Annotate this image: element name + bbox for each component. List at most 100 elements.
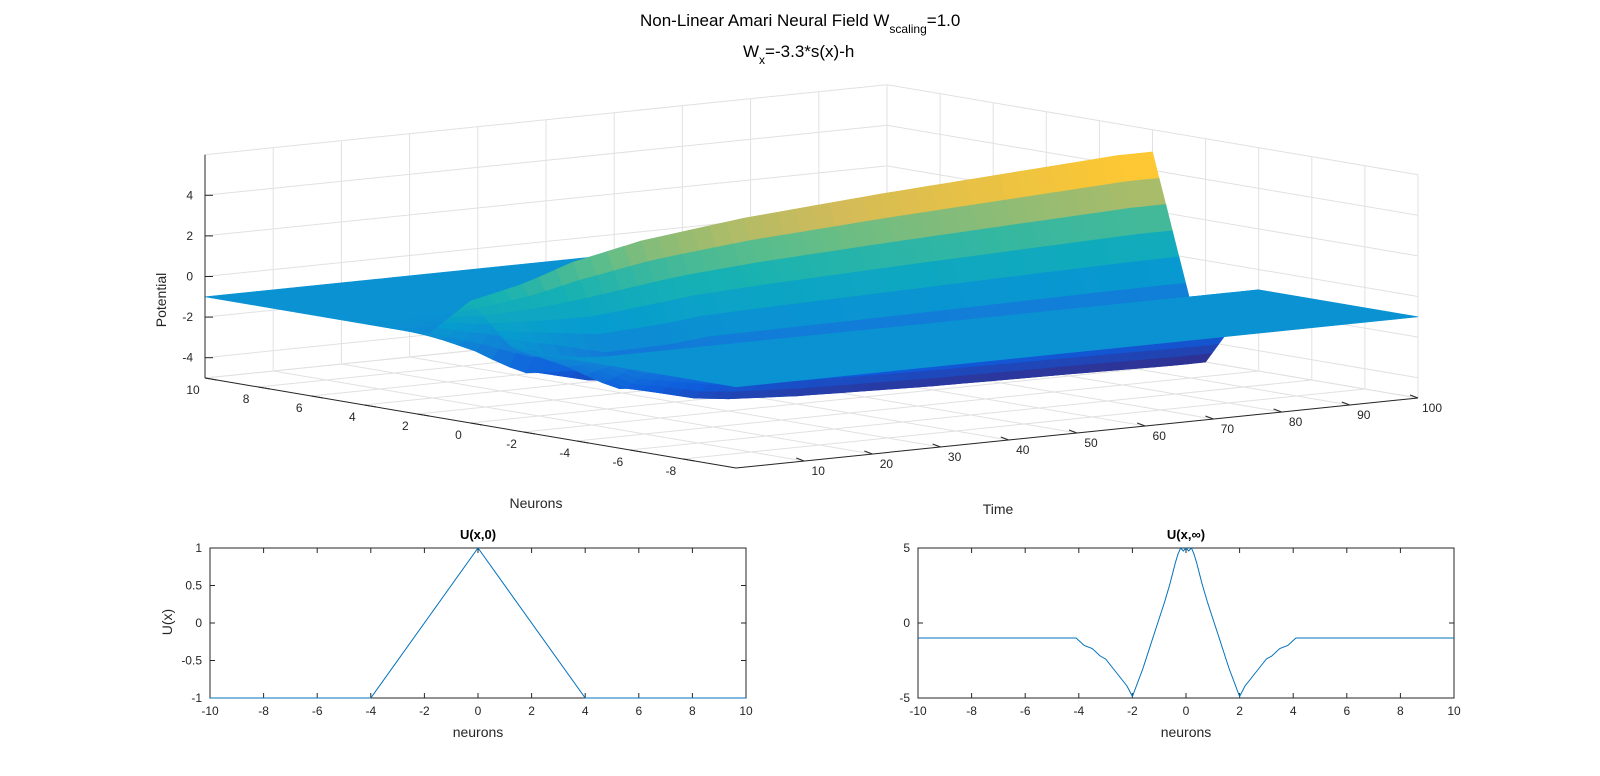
steady-state-profile-series-line: [918, 547, 1454, 698]
neuron-tick: [523, 431, 536, 435]
initial-profile-x-tick-label: -8: [258, 704, 269, 718]
neuron-tick-label: -6: [612, 455, 623, 469]
grid-line: [576, 370, 1259, 442]
initial-profile-x-tick-label: -4: [365, 704, 376, 718]
neuron-tick-label: 2: [402, 419, 409, 433]
neuron-tick: [417, 413, 430, 417]
initial-profile-x-tick-label: -6: [312, 704, 323, 718]
neuron-tick-label: 4: [349, 410, 356, 424]
time-tick: [1409, 394, 1419, 399]
time-tick-label: 20: [880, 457, 894, 471]
initial-profile-x-tick-label: -2: [419, 704, 430, 718]
initial-profile-x-tick-label: 6: [635, 704, 642, 718]
grid-line: [523, 361, 1206, 433]
steady-state-profile-y-tick-label: 5: [903, 541, 910, 555]
neuron-tick-label: -4: [559, 446, 570, 460]
surface-y-axis-label: Neurons: [510, 495, 563, 511]
initial-profile-series-line: [210, 547, 746, 699]
initial-profile-y-label: U(x): [159, 609, 175, 635]
surface-mesh: [204, 151, 1419, 400]
steady-state-profile-x-tick-label: -4: [1073, 704, 1084, 718]
initial-profile-y-tick-label: -0.5: [181, 654, 202, 668]
neuron-tick-label: 10: [186, 383, 200, 397]
initial-profile-x-tick-label: -10: [201, 704, 219, 718]
potential-tick-label: -2: [182, 310, 193, 324]
steady-state-profile-x-tick-label: 10: [1447, 704, 1461, 718]
initial-profile-plot: U(x,0) U(x) neurons -10 -8 -6 -4 -2 0 2 4 6 8 10 -1…: [159, 527, 753, 740]
surface-z-axis-label: Potential: [153, 273, 169, 327]
grid-line: [629, 379, 1312, 451]
initial-profile-axes-box: [209, 547, 747, 699]
surface-tick-labels: 10 20 30 40 50 60 70 80 90 100-8-6-4-20246810-4-2…: [182, 188, 1442, 478]
steady-state-profile-plot: U(x,∞) neurons -10 -8 -6 -4 -2 0 2 4 6 8 10 -5 0 5: [899, 527, 1461, 740]
steady-state-profile-axes-box: [917, 547, 1455, 699]
neuron-tick-label: 8: [243, 392, 250, 406]
time-tick: [796, 457, 805, 462]
grid-line: [204, 84, 1419, 176]
neuron-tick: [204, 377, 218, 381]
potential-tick-label: 2: [186, 229, 193, 243]
steady-state-profile-y-tick-label: 0: [903, 616, 910, 630]
time-tick: [1205, 415, 1214, 420]
potential-tick-label: 0: [186, 270, 193, 284]
potential-tick-label: 4: [186, 188, 193, 202]
time-tick: [1068, 429, 1078, 434]
time-tick-label: 80: [1289, 415, 1303, 429]
initial-profile-x-label: neurons: [453, 724, 504, 740]
neuron-tick: [311, 395, 324, 399]
figure-title-line1: Non-Linear Amari Neural Field Wscaling=1…: [640, 11, 960, 36]
grid-line: [204, 165, 1419, 257]
initial-profile-y-tick-label: 0.5: [185, 579, 202, 593]
steady-state-profile-x-tick-label: -10: [909, 704, 927, 718]
neuron-tick: [470, 422, 483, 426]
neuron-tick-label: 0: [455, 428, 462, 442]
time-tick: [864, 450, 873, 455]
time-tick: [932, 443, 941, 448]
neuron-tick: [258, 386, 271, 390]
figure-title-line2: Wx=-3.3*s(x)-h: [743, 42, 854, 67]
time-tick-label: 70: [1221, 422, 1235, 436]
initial-profile-x-tick-label: 2: [528, 704, 535, 718]
surface-patch: [729, 383, 754, 388]
steady-state-profile-x-tick-label: -2: [1127, 704, 1138, 718]
initial-profile-y-tick-label: 1: [195, 541, 202, 555]
time-tick-label: 90: [1357, 408, 1371, 422]
steady-state-profile-y-tick-label: -5: [899, 691, 910, 705]
steady-state-profile-x-label: neurons: [1161, 724, 1212, 740]
time-tick: [1000, 436, 1009, 441]
neuron-tick: [364, 404, 377, 408]
neuron-tick: [576, 440, 589, 444]
steady-state-profile-x-tick-label: 8: [1397, 704, 1404, 718]
neuron-tick-label: -8: [666, 464, 677, 478]
time-tick-label: 60: [1153, 429, 1167, 443]
potential-tick-label: -4: [182, 351, 193, 365]
neuron-tick: [682, 458, 695, 462]
time-tick-label: 50: [1084, 436, 1098, 450]
initial-profile-x-tick-label: 10: [739, 704, 753, 718]
steady-state-profile-x-tick-label: 4: [1290, 704, 1297, 718]
initial-profile-x-tick-label: 8: [689, 704, 696, 718]
time-tick: [1273, 408, 1282, 413]
steady-state-profile-title: U(x,∞): [1167, 527, 1205, 542]
steady-state-profile-x-tick-label: 2: [1236, 704, 1243, 718]
steady-state-profile-x-tick-label: -6: [1020, 704, 1031, 718]
initial-profile-x-tick-label: 4: [582, 704, 589, 718]
grid-line: [682, 388, 1365, 460]
grid-line: [204, 124, 1419, 216]
time-tick-label: 40: [1016, 443, 1030, 457]
neuron-tick-label: 6: [296, 401, 303, 415]
initial-profile-y-tick-label: -1: [191, 691, 202, 705]
time-tick: [1341, 401, 1350, 406]
steady-state-profile-x-tick-label: 0: [1183, 704, 1190, 718]
neuron-tick: [629, 449, 642, 453]
initial-profile-title: U(x,0): [460, 527, 496, 542]
steady-state-profile-x-tick-label: 6: [1343, 704, 1350, 718]
time-tick-label: 100: [1422, 401, 1442, 415]
initial-profile-y-tick-label: 0: [195, 616, 202, 630]
time-tick: [1137, 422, 1146, 427]
surface-x-axis-label: Time: [983, 501, 1014, 517]
time-tick-label: 10: [812, 464, 826, 478]
neuron-tick-label: -2: [506, 437, 517, 451]
surface-plot: 10 20 30 40 50 60 70 80 90 100-8-6-4-20246810-4-2…: [153, 84, 1442, 517]
